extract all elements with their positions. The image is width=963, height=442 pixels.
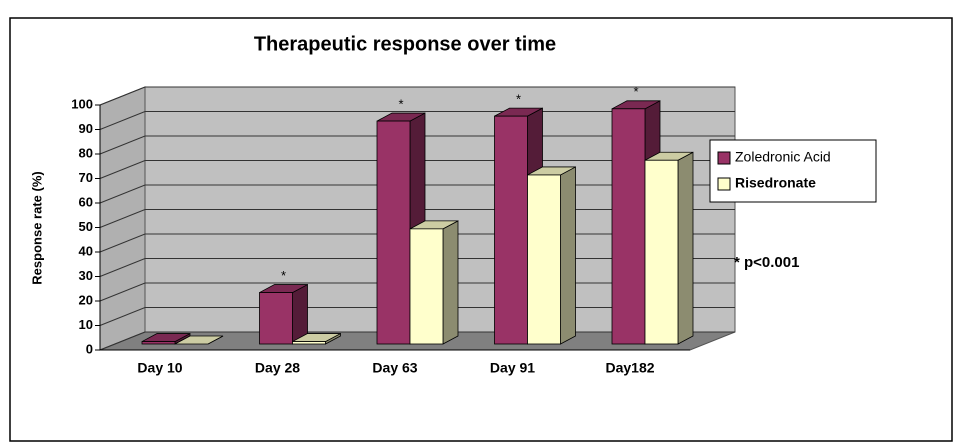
bar <box>644 159 679 345</box>
x-tick-label: Day 63 <box>372 360 417 376</box>
bar <box>259 292 293 345</box>
x-tick-label: Day182 <box>605 360 654 376</box>
bar <box>494 115 528 345</box>
y-tick-label: 90 <box>79 121 93 136</box>
legend-label: Zoledronic Acid <box>735 149 831 165</box>
y-tick-label: 40 <box>79 243 93 258</box>
y-tick-label: 30 <box>79 268 93 283</box>
significance-marker: * <box>633 84 638 99</box>
chart-title: Therapeutic response over time <box>254 33 556 55</box>
grid-line <box>99 86 735 106</box>
y-tick-label: 0 <box>86 341 93 356</box>
y-tick-label: 20 <box>79 292 93 307</box>
legend-swatch <box>717 177 731 191</box>
bar-top <box>174 335 224 345</box>
y-tick-label: 10 <box>79 317 93 332</box>
significance-marker: * <box>516 92 521 107</box>
x-tick-label: Day 91 <box>490 360 535 376</box>
y-tick-label: 70 <box>79 170 93 185</box>
annotation: * p<0.001 <box>734 254 799 271</box>
significance-marker: * <box>398 96 403 111</box>
bar <box>409 228 444 345</box>
legend-label: Risedronate <box>735 175 816 191</box>
significance-marker: * <box>281 268 286 283</box>
y-axis-label: Response rate (%) <box>29 171 44 284</box>
bar-side <box>560 166 576 345</box>
bar <box>292 341 326 345</box>
legend-box <box>709 139 877 203</box>
x-tick-label: Day 10 <box>137 360 182 376</box>
bar <box>141 341 176 345</box>
y-tick-label: 100 <box>71 96 93 111</box>
x-tick-label: Day 28 <box>255 360 300 376</box>
bar-side <box>442 220 459 345</box>
bar <box>611 108 646 345</box>
legend: Zoledronic Acid Risedronate <box>709 139 877 203</box>
bar <box>376 120 411 345</box>
bar <box>527 174 561 345</box>
y-tick-label: 50 <box>79 219 93 234</box>
y-tick-label: 80 <box>79 145 93 160</box>
bar-side <box>677 151 694 345</box>
y-tick-label: 60 <box>79 194 93 209</box>
legend-swatch <box>717 151 731 165</box>
plot <box>99 86 736 351</box>
